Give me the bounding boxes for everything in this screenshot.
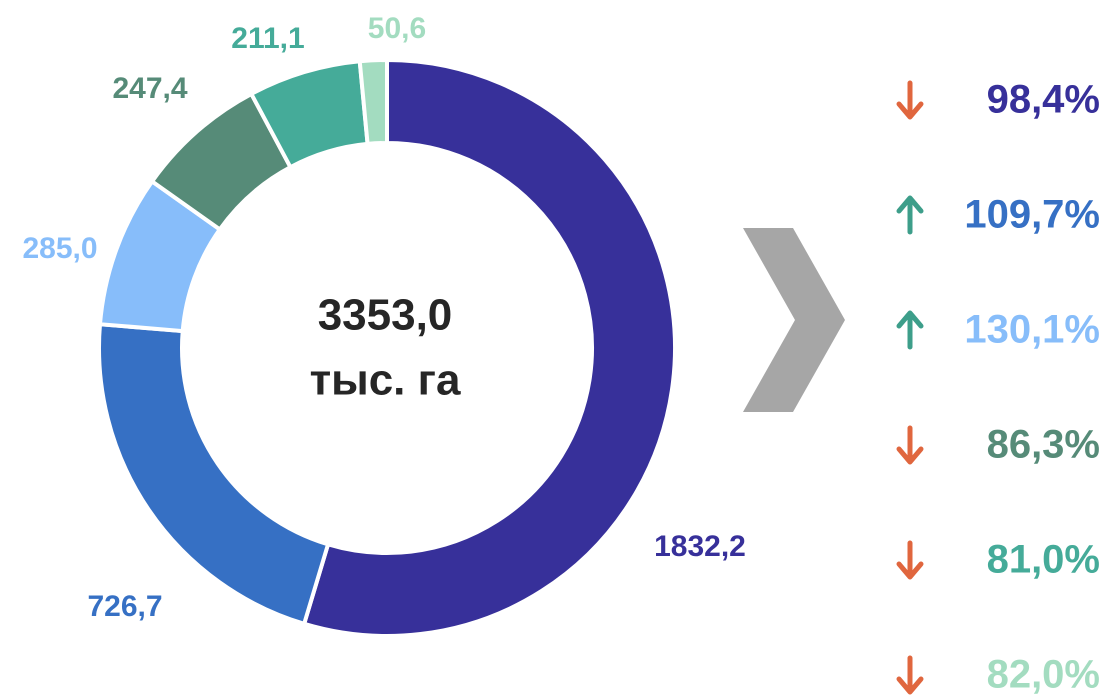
center-unit: тыс. га	[310, 356, 461, 405]
change-label: 86,3%	[987, 423, 1100, 467]
change-label: 109,7%	[964, 193, 1100, 237]
data-label: 1832,2	[654, 530, 746, 563]
change-label: 130,1%	[964, 308, 1100, 352]
donut-segment	[357, 57, 389, 147]
donut-segment	[301, 57, 677, 638]
change-label: 81,0%	[987, 538, 1100, 582]
data-label: 285,0	[22, 232, 97, 265]
arrow-down	[896, 655, 924, 695]
arrow-up	[896, 195, 924, 235]
data-label: 247,4	[112, 72, 187, 105]
center-value: 3353,0	[318, 291, 453, 340]
chevron	[743, 228, 845, 412]
change-label: 82,0%	[987, 653, 1100, 697]
arrow-down	[896, 425, 924, 465]
arrow-down	[896, 540, 924, 580]
change-label: 98,4%	[987, 78, 1100, 122]
donut-segment	[97, 322, 331, 627]
arrow-down	[896, 80, 924, 120]
data-label: 726,7	[87, 590, 162, 623]
data-label: 211,1	[231, 22, 304, 55]
data-label: 50,6	[368, 12, 426, 45]
arrow-up	[896, 310, 924, 350]
